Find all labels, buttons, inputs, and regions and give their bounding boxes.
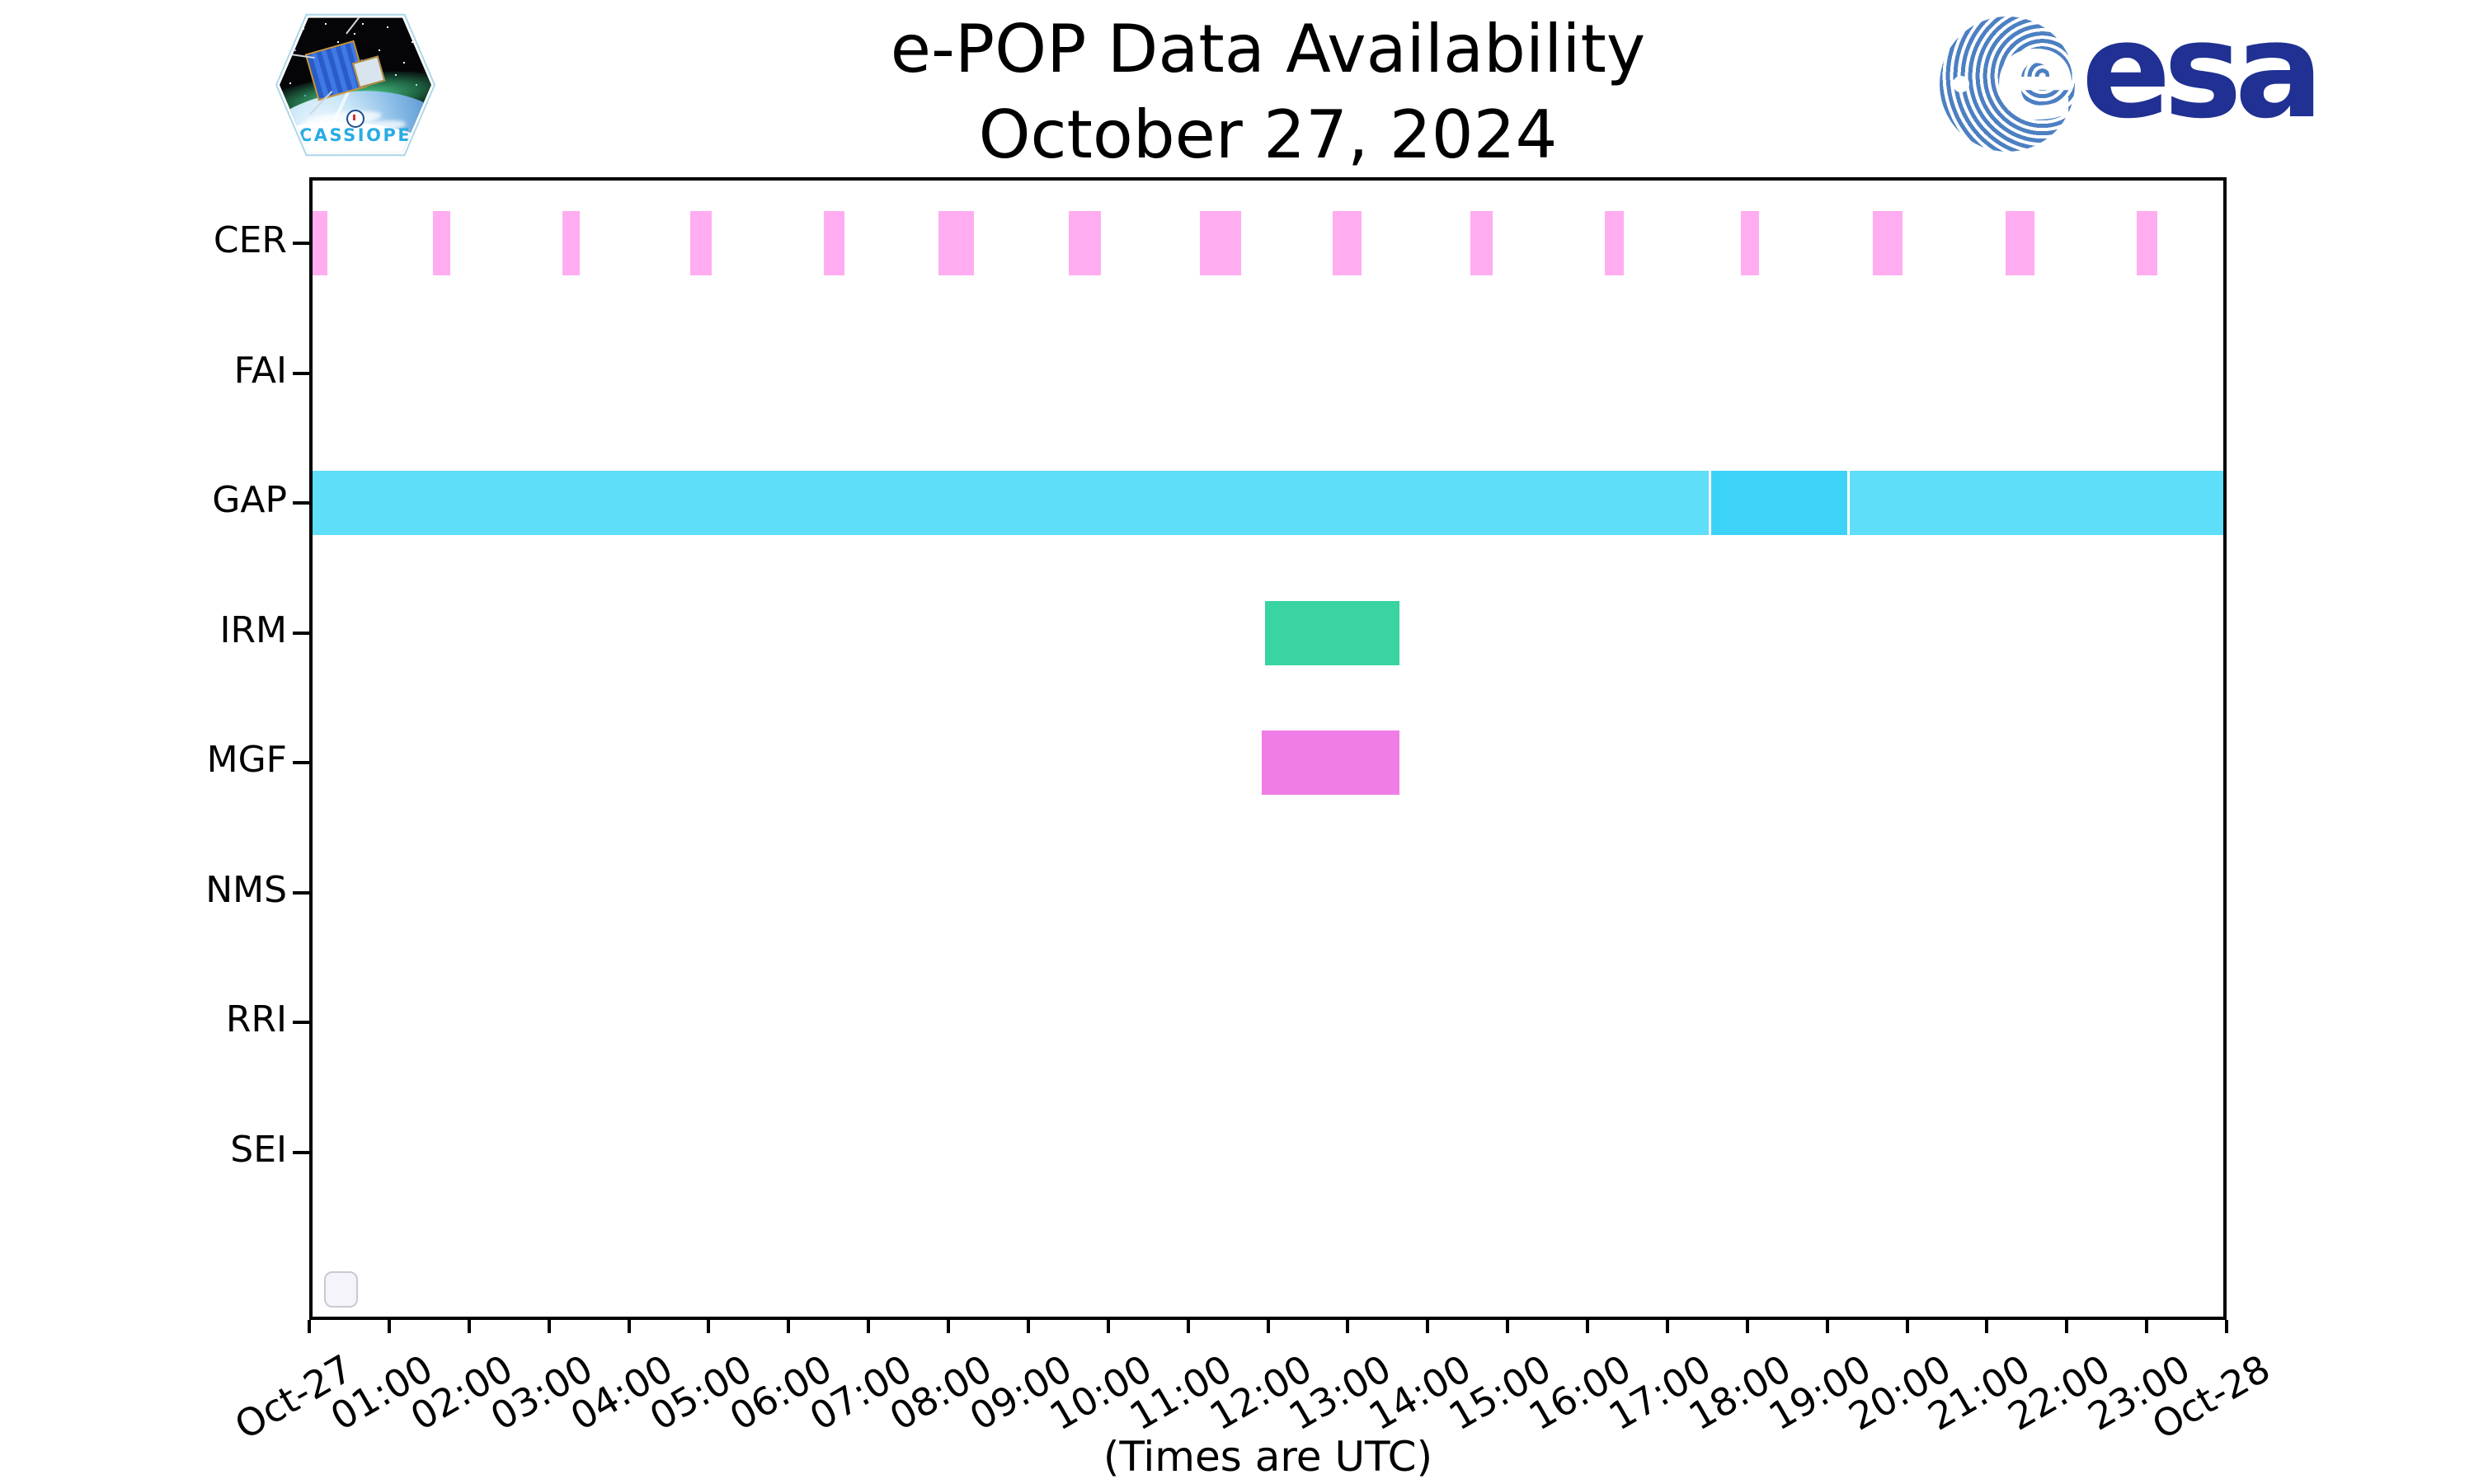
y-tick-sei <box>293 1150 309 1154</box>
x-tick-24 <box>2225 1320 2228 1333</box>
esa-wordmark: esa <box>2081 0 2324 148</box>
x-tick-10 <box>1106 1320 1110 1333</box>
cassiope-wordmark: CASSIOPE <box>299 125 412 146</box>
row-label-gap: GAP <box>212 479 287 521</box>
bars-layer <box>309 177 2227 1320</box>
x-tick-20 <box>1905 1320 1909 1333</box>
cassiope-patch-art: CASSIOPE <box>280 17 431 153</box>
x-tick-0 <box>308 1320 311 1333</box>
cassiope-mission-patch: CASSIOPE <box>274 12 437 158</box>
x-tick-21 <box>1985 1320 1989 1333</box>
availability-bar-cer <box>1741 211 1760 275</box>
row-label-mgf: MGF <box>206 739 287 781</box>
row-label-irm: IRM <box>219 608 287 651</box>
availability-bar-cer <box>690 211 713 275</box>
x-tick-5 <box>707 1320 711 1333</box>
esa-globe-dot <box>1953 76 1970 93</box>
x-tick-15 <box>1506 1320 1510 1333</box>
x-tick-4 <box>627 1320 631 1333</box>
availability-bar-cer <box>433 211 451 275</box>
page-subtitle-date: October 27, 2024 <box>978 96 1558 173</box>
x-tick-19 <box>1825 1320 1829 1333</box>
availability-bar-cer <box>938 211 974 275</box>
availability-bar-gap <box>1711 471 1847 535</box>
x-tick-6 <box>787 1320 791 1333</box>
x-tick-14 <box>1426 1320 1430 1333</box>
availability-bar-irm <box>1264 600 1400 665</box>
availability-bar-cer <box>2136 211 2157 275</box>
empty-legend-box <box>324 1271 358 1308</box>
x-tick-9 <box>1026 1320 1030 1333</box>
y-tick-mgf <box>293 761 309 764</box>
x-tick-8 <box>947 1320 950 1333</box>
row-label-nms: NMS <box>205 868 287 911</box>
availability-plot-area <box>309 177 2227 1320</box>
x-axis-caption: (Times are UTC) <box>1103 1433 1433 1481</box>
x-tick-23 <box>2145 1320 2149 1333</box>
availability-bar-mgf <box>1261 730 1400 795</box>
esa-logo: e esa <box>1940 0 2324 162</box>
x-tick-2 <box>467 1320 471 1333</box>
availability-bar-cer <box>1200 211 1241 275</box>
availability-bar-cer <box>562 211 581 275</box>
availability-bar-cer <box>1605 211 1624 275</box>
x-tick-17 <box>1665 1320 1669 1333</box>
x-tick-18 <box>1745 1320 1749 1333</box>
availability-bar-gap <box>309 471 1710 535</box>
cassiope-patch-border: CASSIOPE <box>275 13 435 157</box>
availability-bar-gap <box>1849 471 2227 535</box>
y-tick-irm <box>293 631 309 635</box>
availability-bar-cer <box>1470 211 1493 275</box>
availability-bar-cer <box>310 211 328 275</box>
x-tick-16 <box>1586 1320 1589 1333</box>
y-tick-nms <box>293 890 309 895</box>
x-tick-22 <box>2065 1320 2069 1333</box>
x-tick-13 <box>1346 1320 1350 1333</box>
x-tick-3 <box>547 1320 551 1333</box>
y-tick-cer <box>293 242 309 245</box>
row-label-sei: SEI <box>230 1128 287 1171</box>
row-label-cer: CER <box>213 219 287 261</box>
y-tick-fai <box>293 371 309 375</box>
chart-title-block: e-POP Data Availability October 27, 2024 <box>309 7 2227 178</box>
availability-bar-cer <box>2005 211 2035 275</box>
esa-globe-icon: e <box>1940 16 2075 152</box>
esa-globe-e: e <box>1993 16 2075 148</box>
agency-roundel-decor <box>346 109 365 128</box>
availability-bar-cer <box>1333 211 1362 275</box>
availability-bar-cer <box>823 211 845 275</box>
row-label-rri: RRI <box>225 998 287 1040</box>
starfield-decor <box>280 17 281 18</box>
y-tick-gap <box>293 501 309 505</box>
x-tick-1 <box>387 1320 391 1333</box>
availability-bar-cer <box>1069 211 1102 275</box>
row-label-fai: FAI <box>233 349 287 392</box>
y-tick-rri <box>293 1021 309 1024</box>
x-tick-12 <box>1266 1320 1270 1333</box>
x-tick-7 <box>867 1320 871 1333</box>
availability-bar-cer <box>1872 211 1903 275</box>
cassiope-patch-margin: CASSIOPE <box>277 15 434 155</box>
x-tick-11 <box>1186 1320 1190 1333</box>
page-title: e-POP Data Availability <box>890 11 1646 87</box>
